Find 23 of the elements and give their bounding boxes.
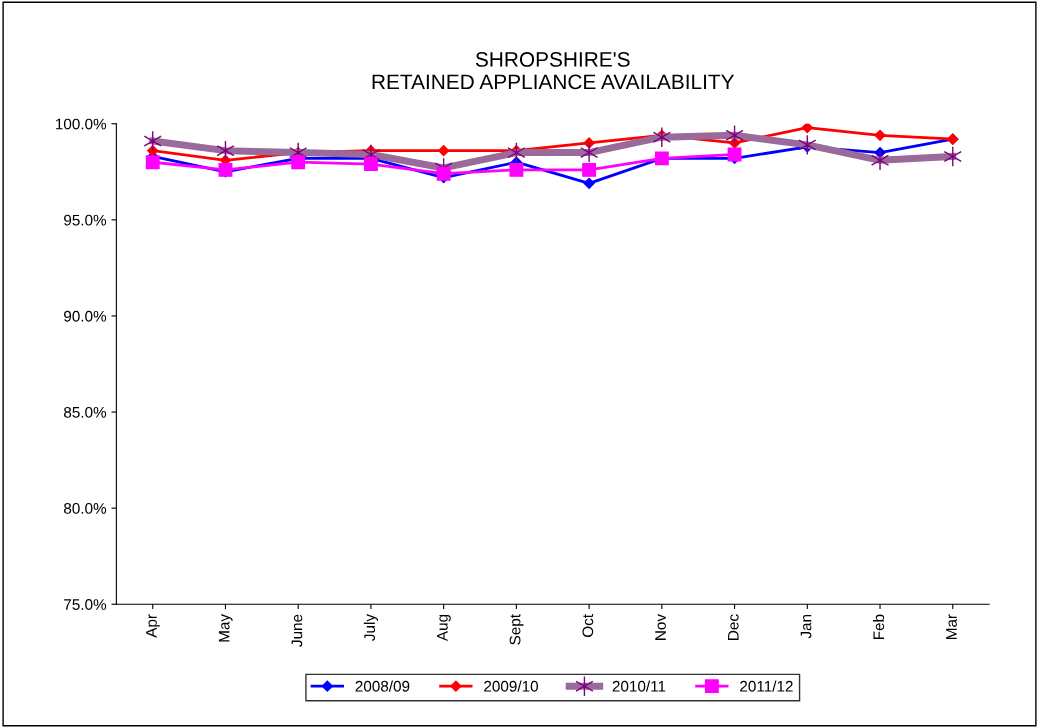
x-tick-label: Oct (582, 614, 594, 638)
y-tick-label: 90.0% (64, 310, 107, 322)
x-tick-label: Dec (728, 614, 739, 640)
legend-label: 2010/11 (612, 680, 666, 692)
x-tick-label: Apr (146, 614, 160, 638)
x-tick-label: July (363, 613, 379, 641)
y-tick-label: 85.0% (63, 406, 107, 418)
x-tick-label: Sept (509, 614, 524, 645)
y-tick-label: 80.0% (63, 503, 107, 514)
x-tick-label: Aug (437, 614, 451, 642)
x-tick-label: Mar (946, 614, 957, 640)
x-tick-label: Nov (655, 614, 666, 640)
x-tick-label: June (291, 614, 303, 647)
y-tick-label: 100.0% (56, 118, 107, 130)
y-tick-label: 75.0% (64, 599, 107, 610)
x-tick-label: May (218, 613, 233, 642)
chart-title: SHROPSHIRE'S RETAINED APPLIANCE AVAILABILITY (372, 52, 735, 90)
x-tick-label: Jan (800, 614, 812, 639)
legend-label: 2008/09 (355, 680, 410, 692)
legend-label: 2011/12 (740, 680, 793, 692)
x-tick-label: Feb (872, 614, 885, 640)
y-tick-label: 95.0% (64, 214, 107, 226)
legend-label: 2009/10 (484, 680, 538, 692)
